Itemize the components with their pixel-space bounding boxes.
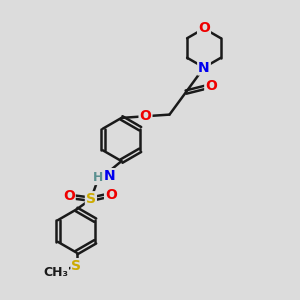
Text: O: O <box>198 22 210 35</box>
Text: O: O <box>63 189 75 203</box>
Text: N: N <box>198 61 210 74</box>
Text: O: O <box>105 188 117 202</box>
Text: S: S <box>86 192 96 206</box>
Text: CH₃: CH₃ <box>43 266 68 279</box>
Text: O: O <box>140 109 152 123</box>
Text: H: H <box>93 171 103 184</box>
Text: O: O <box>205 79 217 93</box>
Text: S: S <box>71 259 82 273</box>
Text: N: N <box>104 169 115 183</box>
